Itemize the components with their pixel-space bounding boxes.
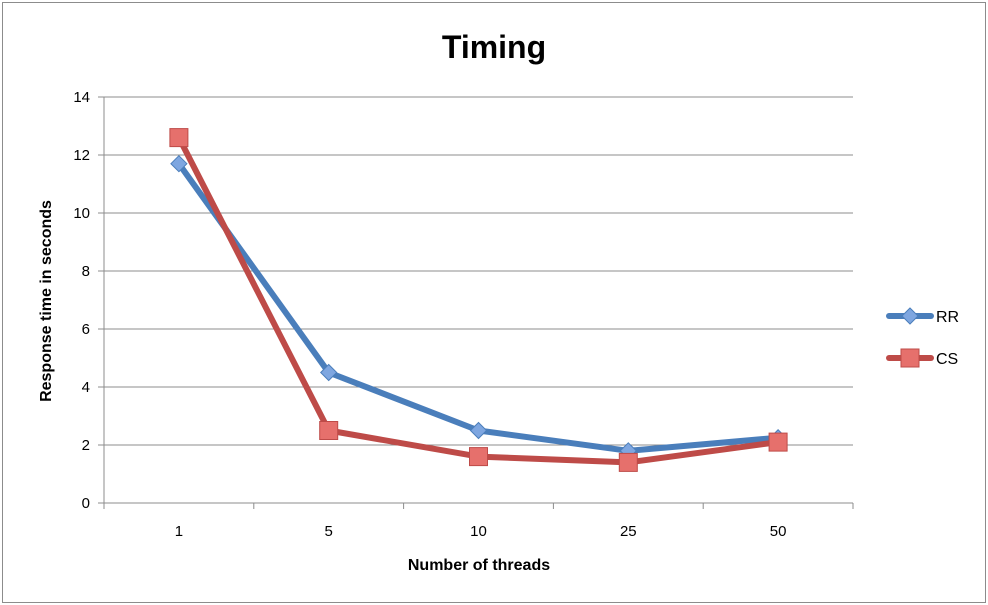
square-point [319, 421, 339, 440]
legend: RR CS [886, 307, 959, 368]
square-point [618, 452, 638, 472]
diamond-point [170, 154, 188, 173]
legend-item-rr: RR [886, 307, 959, 326]
y-tick-label: 6 [82, 321, 90, 338]
legend-marker [901, 307, 919, 325]
series-cs [169, 128, 788, 472]
y-tick-label: 8 [82, 263, 90, 280]
y-tick-labels: 0 2 4 6 8 10 12 14 [73, 89, 90, 512]
y-tick-label: 4 [82, 379, 90, 396]
square-point [469, 447, 488, 467]
legend-marker [900, 348, 920, 368]
x-tick-label: 50 [770, 523, 787, 540]
legend-label: CS [936, 351, 958, 368]
y-tick-label: 2 [82, 437, 90, 454]
legend-item-cs: CS [886, 348, 958, 368]
square-point [169, 128, 189, 148]
x-axis-label: Number of threads [408, 557, 550, 574]
y-tick-label: 0 [82, 495, 90, 512]
y-axis-label: Response time in seconds [38, 200, 55, 402]
x-tick-labels: 1 5 10 25 50 [175, 523, 787, 540]
y-tick-label: 12 [73, 147, 90, 164]
diamond-point [469, 421, 488, 440]
axes [98, 96, 854, 509]
series-layer [169, 128, 788, 472]
chart-title: Timing [442, 29, 546, 65]
x-tick-label: 1 [175, 523, 183, 540]
series-line-cs [175, 134, 782, 466]
legend-label: RR [936, 309, 959, 326]
x-tick-label: 5 [325, 523, 333, 540]
diamond-point [319, 363, 338, 382]
x-tick-label: 10 [470, 523, 487, 540]
y-tick-label: 14 [73, 89, 90, 106]
x-tick-label: 25 [620, 523, 637, 540]
y-tick-label: 10 [73, 205, 90, 222]
square-point [768, 432, 788, 452]
